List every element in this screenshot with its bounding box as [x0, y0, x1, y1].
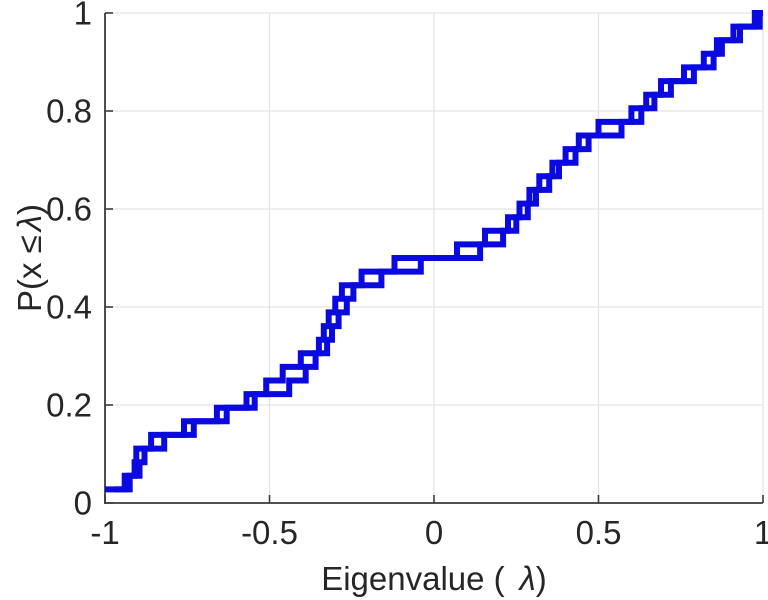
y-tick-label: 0.2	[46, 387, 92, 424]
x-tick-label: 0	[425, 514, 443, 551]
y-axis-label: P(x ≤ λ)	[11, 204, 49, 312]
x-axis-label-suffix: )	[535, 560, 547, 597]
y-tick-label: 0.6	[46, 191, 92, 228]
x-tick-label: 0.5	[576, 514, 622, 551]
y-tick-label: 1	[74, 0, 92, 32]
x-axis-label: Eigenvalue ( λ)	[105, 560, 763, 598]
lambda-symbol: λ	[11, 215, 48, 232]
x-tick-label: -0.5	[241, 514, 298, 551]
ecdf-series-2	[114, 10, 763, 493]
ecdf-series-1	[105, 10, 763, 493]
x-tick-label: 1	[754, 514, 768, 551]
y-tick-label: 0.4	[46, 289, 92, 326]
lambda-symbol: λ	[519, 560, 536, 597]
y-axis-label-text: P(x ≤	[11, 235, 48, 312]
x-tick-label: -1	[90, 514, 119, 551]
y-tick-label: 0.8	[46, 93, 92, 130]
y-tick-label: 0	[74, 485, 92, 522]
x-axis-label-text: Eigenvalue (	[321, 560, 505, 597]
y-axis-label-suffix: )	[11, 204, 48, 216]
